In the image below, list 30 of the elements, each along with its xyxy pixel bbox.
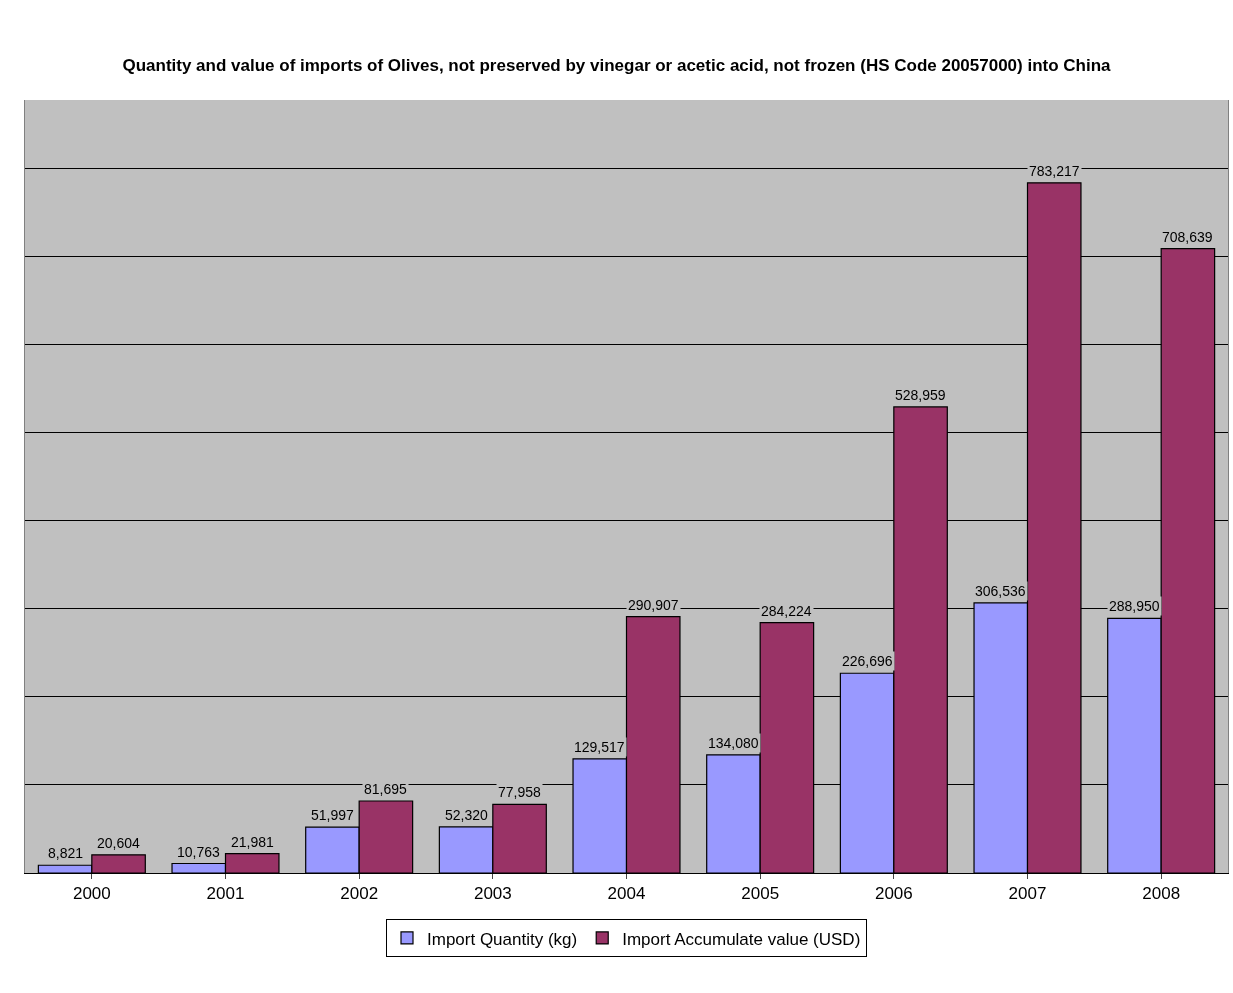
x-tick-label: 2006	[874, 884, 913, 904]
x-tick-label: 2008	[1142, 884, 1181, 904]
data-label: 290,907	[628, 597, 679, 613]
data-label: 77,958	[498, 784, 542, 800]
x-tick-label: 2002	[340, 884, 379, 904]
data-label: 52,320	[445, 807, 489, 823]
data-label: 51,997	[311, 807, 355, 823]
data-label: 783,217	[1029, 163, 1080, 179]
data-label: 288,950	[1109, 598, 1160, 614]
x-tick-label: 2001	[206, 884, 245, 904]
x-tick-label: 2007	[1008, 884, 1047, 904]
data-label: 284,224	[761, 603, 812, 619]
data-label: 306,536	[975, 583, 1026, 599]
data-label: 129,517	[574, 739, 625, 755]
data-label: 708,639	[1162, 229, 1213, 245]
data-label: 20,604	[97, 835, 141, 851]
data-label: 528,959	[895, 387, 946, 403]
data-label: 21,981	[231, 834, 275, 850]
data-label: 226,696	[842, 653, 893, 669]
data-label: 134,080	[708, 735, 759, 751]
data-label: 8,821	[48, 845, 84, 861]
x-tick-label: 2003	[473, 884, 512, 904]
x-tick-label: 2004	[607, 884, 646, 904]
legend-label: Import Quantity (kg)	[427, 929, 578, 949]
chart-title: Quantity and value of imports of Olives, not preserved by vinegar or acetic acid, not frozen (HS Code 20057000) into China	[122, 56, 1112, 76]
x-tick-label: 2000	[72, 884, 111, 904]
data-label: 81,695	[364, 781, 408, 797]
data-label: 10,763	[177, 844, 221, 860]
x-tick-label: 2005	[741, 884, 780, 904]
legend-label: Import Accumulate value (USD)	[622, 929, 861, 949]
